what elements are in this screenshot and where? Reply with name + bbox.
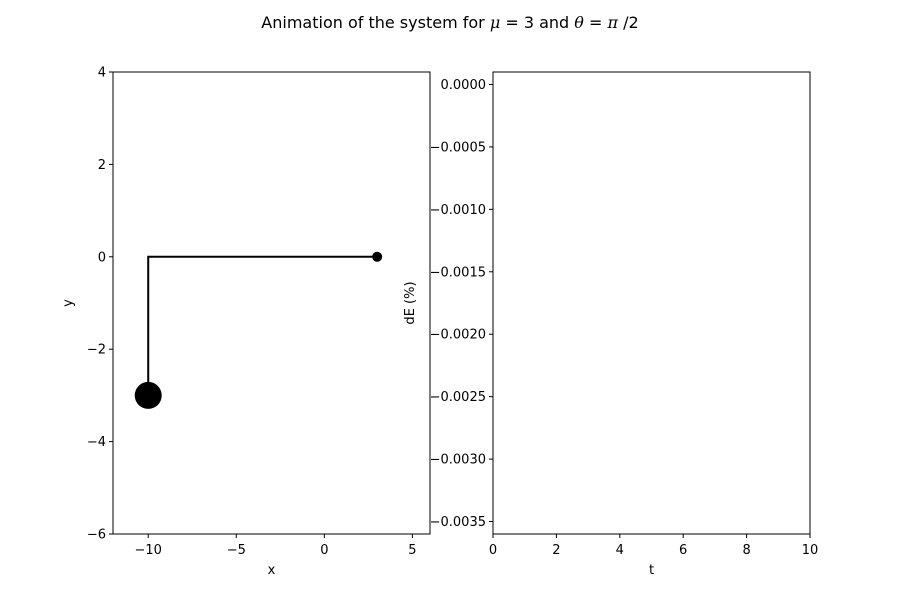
right-y-tick-label: −0.0030 (430, 453, 486, 468)
left-axes-frame (112, 71, 431, 535)
title-theta-eq: = (589, 13, 608, 32)
right-x-tick-label: 0 (489, 543, 497, 558)
title-prefix: Animation of the system for (261, 13, 490, 32)
left-x-tick-label: −5 (227, 543, 246, 558)
right-x-tick-label: 10 (802, 543, 819, 558)
right-y-tick-label: 0.0000 (441, 78, 487, 93)
left-y-tick-label: 4 (98, 66, 106, 81)
left-series-line-0 (147, 255, 378, 396)
right-axes: 0 2 4 6 8 10 0.0000 −0.0005 −0.0010 −0.0015 −0.002… (403, 71, 819, 578)
right-y-axis-label: dE (%) (403, 281, 418, 324)
right-y-tick-label: −0.0015 (430, 265, 486, 280)
title-theta-symbol: θ (574, 13, 584, 32)
right-x-tick-label: 4 (616, 543, 624, 558)
right-y-tick-label: −0.0020 (430, 328, 486, 343)
left-axes: −10 −5 0 5 4 2 0 −2 −4 −6 x y (61, 66, 431, 578)
left-y-tick-label: −2 (87, 343, 106, 358)
right-x-tick-label: 2 (552, 543, 560, 558)
left-y-tick-label: −4 (87, 435, 106, 450)
title-mu-value: = 3 and (505, 13, 574, 32)
left-x-tick-label: −10 (135, 543, 162, 558)
left-y-axis-label: y (61, 299, 76, 307)
right-y-tick-label: −0.0035 (430, 515, 486, 530)
left-small-mass-marker (372, 251, 383, 262)
right-x-tick-label: 8 (742, 543, 750, 558)
left-y-tick-label: −6 (87, 528, 106, 543)
left-x-axis-label: x (268, 563, 276, 578)
left-x-tick-label: 5 (408, 543, 416, 558)
left-y-tick-label: 0 (98, 250, 106, 265)
left-large-mass-marker (134, 381, 162, 409)
right-y-tick-label: −0.0025 (430, 390, 486, 405)
title-pi-tail: /2 (623, 13, 639, 32)
left-x-tick-label: 0 (320, 543, 328, 558)
title-mu-symbol: μ (490, 13, 500, 32)
left-y-tick-label: 2 (98, 158, 106, 173)
right-y-tick-label: −0.0005 (430, 140, 486, 155)
figure-title: Animation of the system for μ = 3 and θ … (261, 13, 638, 32)
title-pi-symbol: π (607, 13, 619, 32)
right-x-axis-label: t (649, 563, 654, 578)
right-y-tick-label: −0.0010 (430, 203, 486, 218)
right-axes-frame (492, 71, 811, 535)
right-x-tick-label: 6 (679, 543, 687, 558)
